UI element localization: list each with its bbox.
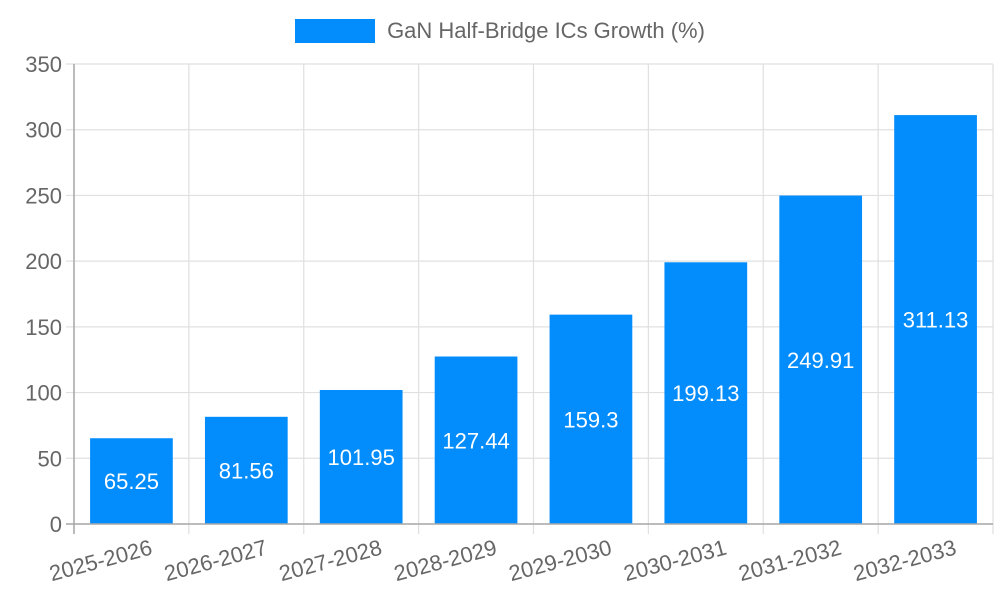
- bar-value-label: 81.56: [219, 458, 274, 483]
- y-tick-label: 250: [25, 183, 62, 208]
- data-labels: 65.25 81.56 101.95 127.44 159.3 199.13 249.91 3…: [104, 308, 968, 495]
- bar[interactable]: [204, 416, 288, 524]
- grid-lines: [66, 63, 994, 534]
- x-tick-label: 2029-2030: [506, 535, 614, 586]
- bar-value-label: 311.13: [903, 308, 969, 333]
- x-tick-label: 2025-2026: [47, 535, 155, 586]
- x-tick-label: 2026-2027: [162, 535, 270, 586]
- x-tick-label: 2030-2031: [621, 535, 729, 586]
- bar-value-label: 249.91: [787, 348, 854, 373]
- bar-value-label: 199.13: [672, 381, 739, 406]
- y-tick-label: 200: [25, 249, 62, 274]
- chart-legend: GaN Half-Bridge ICs Growth (%): [0, 18, 1000, 44]
- y-tick-label: 300: [25, 118, 62, 143]
- x-tick-label: 2028-2029: [391, 535, 499, 586]
- x-tick-label: 2031-2032: [736, 535, 844, 586]
- bar[interactable]: [549, 314, 633, 524]
- legend-label[interactable]: GaN Half-Bridge ICs Growth (%): [387, 18, 705, 43]
- y-tick-label: 50: [38, 446, 62, 471]
- x-tick-label: 2032-2033: [851, 535, 959, 586]
- legend-swatch[interactable]: [295, 19, 376, 43]
- bar[interactable]: [319, 390, 403, 524]
- y-tick-label: 150: [25, 315, 62, 340]
- y-tick-label: 0: [50, 512, 62, 537]
- bar[interactable]: [434, 356, 518, 524]
- axes: [66, 64, 993, 534]
- y-axis-ticks: 0 50 100 150 200 250 300 350: [25, 52, 62, 537]
- x-axis-ticks: 2025-2026 2026-2027 2027-2028 2028-2029 2029…: [47, 535, 959, 586]
- y-tick-label: 350: [25, 52, 62, 77]
- x-tick-label: 2027-2028: [276, 535, 384, 586]
- bar-value-label: 127.44: [442, 428, 509, 453]
- bars: [90, 115, 977, 524]
- bar[interactable]: [779, 195, 863, 524]
- bar-value-label: 65.25: [104, 469, 159, 494]
- bar[interactable]: [664, 262, 748, 524]
- y-tick-label: 100: [25, 381, 62, 406]
- bar[interactable]: [90, 438, 173, 524]
- bar[interactable]: [894, 115, 977, 524]
- bar-value-label: 101.95: [328, 445, 395, 470]
- bar-value-label: 159.3: [563, 407, 618, 432]
